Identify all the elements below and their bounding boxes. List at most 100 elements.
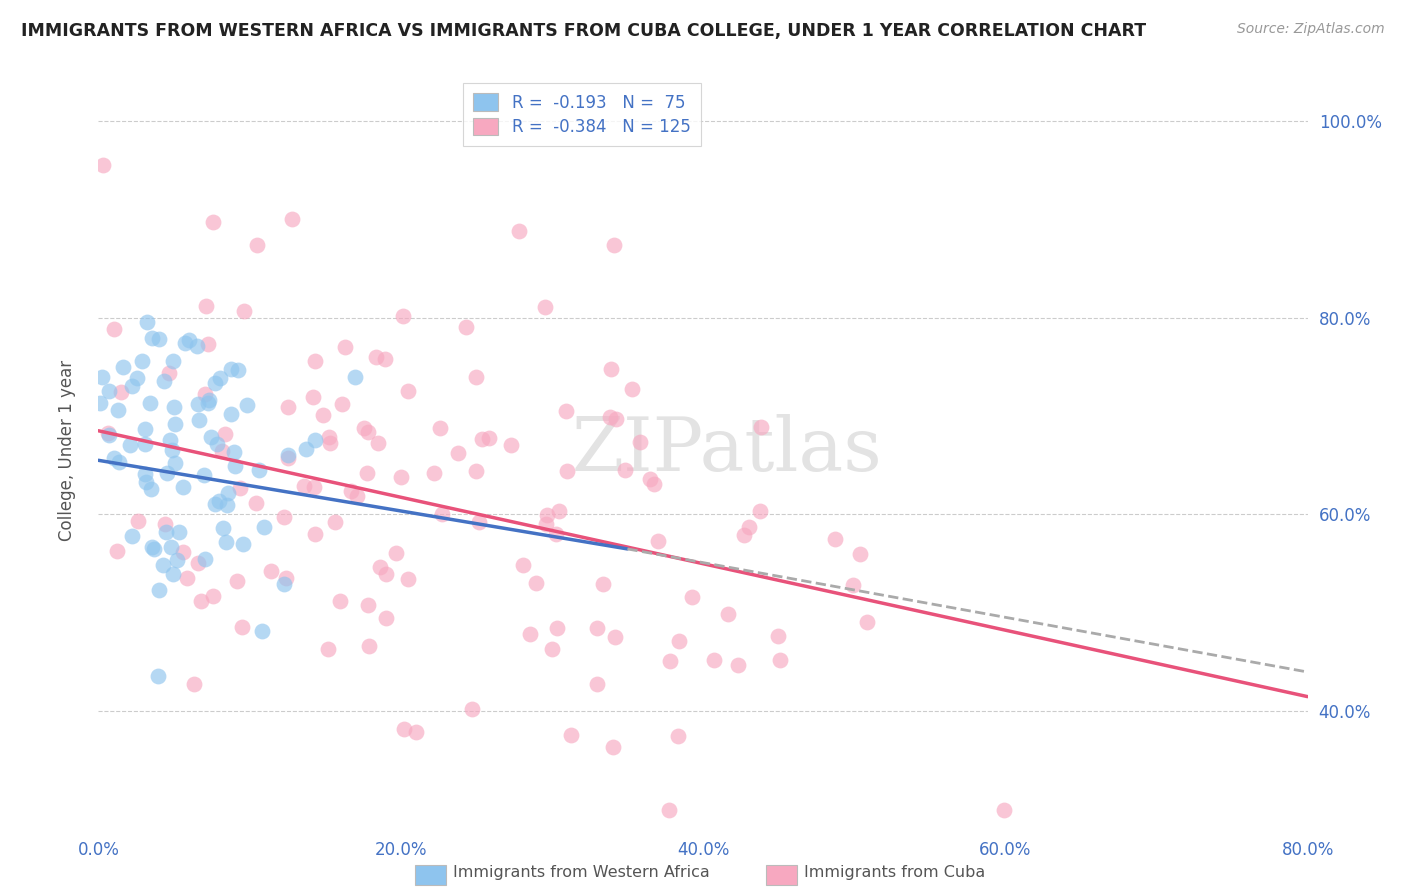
Point <box>605 411 627 425</box>
Point <box>319 436 342 450</box>
Point <box>163 457 186 471</box>
Point <box>226 574 249 589</box>
Point <box>599 410 621 425</box>
Point <box>628 435 651 450</box>
Point <box>357 599 380 613</box>
Point <box>135 315 157 329</box>
Text: Immigrants from Western Africa: Immigrants from Western Africa <box>453 865 710 880</box>
Point <box>187 397 209 411</box>
Point <box>536 516 558 531</box>
Legend: R =  -0.193   N =  75, R =  -0.384   N = 125: R = -0.193 N = 75, R = -0.384 N = 125 <box>464 84 700 146</box>
Point <box>339 483 361 498</box>
Point <box>478 431 501 445</box>
Point <box>194 552 217 566</box>
Point <box>392 722 415 736</box>
Point <box>202 589 225 603</box>
Point <box>430 508 453 522</box>
Point <box>190 594 212 608</box>
Point <box>555 464 578 478</box>
Point <box>468 515 491 529</box>
Y-axis label: College, Under 1 year: College, Under 1 year <box>58 359 76 541</box>
Point <box>135 475 157 489</box>
Point <box>260 564 283 578</box>
Point <box>167 524 190 539</box>
Point <box>461 702 484 716</box>
Point <box>316 641 339 656</box>
Point <box>841 578 863 592</box>
Point <box>162 353 184 368</box>
Point <box>681 590 703 604</box>
Point <box>526 575 548 590</box>
Point <box>374 567 396 582</box>
Point <box>197 337 219 351</box>
Point <box>464 370 486 384</box>
Point <box>508 224 530 238</box>
Point <box>217 498 239 512</box>
Point <box>396 572 419 586</box>
Point <box>647 534 669 549</box>
Point <box>603 630 626 644</box>
Point <box>97 425 120 440</box>
Point <box>193 468 215 483</box>
Point <box>356 466 378 480</box>
Point <box>668 633 690 648</box>
Point <box>304 354 326 368</box>
Point <box>194 386 217 401</box>
Point <box>108 455 131 469</box>
Point <box>183 677 205 691</box>
Point <box>464 464 486 478</box>
Point <box>391 470 413 484</box>
Point <box>993 803 1015 817</box>
Point <box>749 420 772 434</box>
Point <box>318 430 340 444</box>
Point <box>152 558 174 572</box>
Point <box>586 676 609 690</box>
Point <box>749 503 772 517</box>
Point <box>423 466 446 480</box>
Point <box>197 395 219 409</box>
Point <box>134 437 156 451</box>
Point <box>546 621 568 635</box>
Point <box>357 640 380 654</box>
Point <box>236 398 259 412</box>
Point <box>127 514 149 528</box>
Point <box>658 655 681 669</box>
Point <box>396 384 419 398</box>
Point <box>541 642 564 657</box>
Point <box>302 390 325 404</box>
Point <box>176 572 198 586</box>
Point <box>229 481 252 495</box>
Point <box>374 611 396 625</box>
Point <box>302 480 325 494</box>
Point <box>304 527 326 541</box>
Point <box>304 433 326 447</box>
Point <box>367 436 389 450</box>
Point <box>134 422 156 436</box>
Point <box>368 560 391 574</box>
Point <box>364 350 387 364</box>
Point <box>849 547 872 561</box>
Point <box>187 412 209 426</box>
Point <box>602 739 624 754</box>
Point <box>186 338 208 352</box>
Point <box>204 497 226 511</box>
Point <box>273 577 295 591</box>
Point <box>250 624 273 638</box>
Point <box>277 451 299 466</box>
Point <box>560 728 582 742</box>
Point <box>166 553 188 567</box>
Point <box>703 653 725 667</box>
Point <box>323 516 346 530</box>
Text: Immigrants from Cuba: Immigrants from Cuba <box>804 865 986 880</box>
Point <box>172 545 194 559</box>
Point <box>91 158 114 172</box>
Point <box>173 335 195 350</box>
Point <box>231 620 253 634</box>
Point <box>592 576 614 591</box>
Point <box>599 361 621 376</box>
Point <box>273 509 295 524</box>
Point <box>277 449 299 463</box>
Point <box>91 370 114 384</box>
Point <box>499 438 522 452</box>
Point <box>141 541 163 555</box>
